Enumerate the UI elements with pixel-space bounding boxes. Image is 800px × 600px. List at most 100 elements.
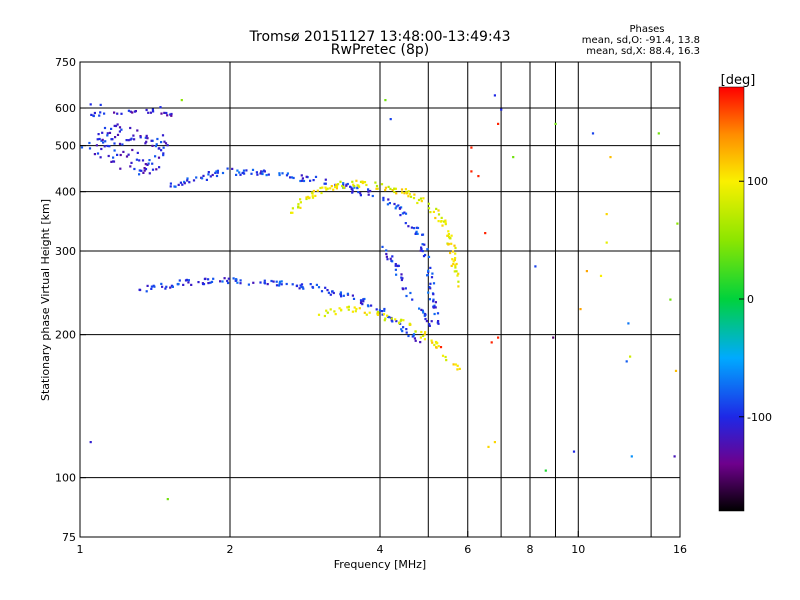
trace-point — [156, 137, 159, 141]
trace-point — [376, 187, 379, 190]
trace-point — [142, 171, 145, 174]
trace-point — [382, 199, 385, 202]
trace-point — [251, 168, 255, 171]
trace-point — [435, 207, 438, 210]
y-tick-label: 75 — [62, 531, 76, 544]
trace-point — [278, 280, 282, 283]
trace-point — [375, 187, 378, 190]
trace-point — [361, 303, 364, 306]
trace-point — [433, 312, 436, 316]
trace-point — [170, 112, 173, 116]
trace-point — [326, 289, 329, 292]
trace-point — [210, 280, 214, 283]
trace-point — [431, 341, 434, 344]
trace-point — [275, 280, 278, 283]
trace-point — [434, 301, 437, 304]
trace-point — [446, 234, 449, 237]
trace-point — [451, 258, 454, 261]
trace-point — [452, 263, 455, 266]
trace-point — [333, 310, 336, 313]
trace-point — [183, 180, 186, 183]
scatter-point — [389, 118, 392, 121]
trace-point — [103, 145, 106, 148]
trace-point — [421, 233, 425, 236]
trace-point — [367, 305, 370, 308]
trace-point — [412, 333, 416, 336]
legend-x-stats: mean, sd,X: 88.4, 16.3 — [586, 46, 700, 57]
trace-point — [305, 197, 308, 201]
trace-point — [363, 181, 367, 184]
scatter-point — [470, 170, 473, 173]
trace-point — [454, 252, 457, 255]
trace-point — [113, 149, 116, 152]
scatter-point — [477, 175, 480, 178]
trace-point — [383, 309, 386, 312]
trace-point — [261, 172, 264, 176]
colorbar-tick-label: 100 — [747, 175, 768, 188]
trace-point — [145, 290, 148, 293]
trace-point — [207, 282, 210, 285]
trace-point — [312, 179, 315, 182]
trace-point — [88, 147, 92, 150]
trace-point — [449, 251, 452, 255]
trace-point — [403, 211, 406, 214]
trace-point — [192, 179, 196, 182]
trace-point — [299, 201, 302, 204]
trace-point — [419, 197, 423, 200]
trace-point — [404, 212, 408, 215]
trace-point — [209, 281, 212, 284]
trace-point — [365, 183, 368, 187]
trace-point — [400, 328, 403, 331]
trace-point — [324, 182, 327, 185]
trace-point — [147, 111, 150, 114]
trace-point — [385, 249, 388, 252]
trace-point — [452, 260, 455, 263]
trace-point — [435, 346, 438, 349]
trace-point — [211, 173, 214, 177]
trace-point — [150, 285, 153, 288]
scatter-point — [497, 336, 500, 339]
trace-point — [423, 333, 426, 336]
trace-point — [161, 134, 165, 137]
trace-point — [99, 111, 102, 114]
trace-point — [415, 230, 418, 233]
trace-point — [383, 319, 386, 322]
trace-point — [432, 305, 435, 308]
trace-point — [401, 330, 404, 333]
trace-point — [186, 179, 189, 182]
trace-point — [454, 363, 457, 366]
trace-point — [153, 285, 156, 288]
trace-point — [300, 285, 303, 288]
trace-point — [337, 183, 340, 186]
trace-point — [386, 203, 389, 206]
trace-point — [368, 311, 371, 314]
trace-point — [419, 336, 422, 339]
scatter-point — [599, 274, 603, 277]
trace-point — [119, 167, 122, 170]
scatter-point — [490, 341, 493, 344]
trace-point — [451, 250, 455, 253]
trace-point — [275, 284, 279, 287]
trace-point — [185, 278, 188, 281]
trace-point — [306, 195, 309, 198]
scatter-point — [674, 369, 678, 372]
trace-point — [402, 319, 405, 322]
trace-point — [127, 109, 130, 112]
trace-point — [427, 207, 431, 210]
trace-point — [145, 108, 148, 112]
trace-point — [119, 153, 122, 157]
trace-point — [155, 143, 158, 146]
y-tick-label: 600 — [55, 102, 76, 115]
trace-point — [162, 146, 165, 149]
trace-point — [447, 230, 450, 233]
trace-point — [455, 262, 458, 266]
trace-point — [221, 280, 224, 283]
trace-point — [130, 161, 133, 164]
trace-point — [448, 237, 451, 240]
trace-point — [281, 172, 284, 175]
trace-point — [351, 294, 354, 297]
trace-point — [422, 197, 425, 200]
trace-point — [423, 338, 426, 341]
trace-point — [177, 183, 180, 186]
trace-point — [430, 320, 433, 323]
